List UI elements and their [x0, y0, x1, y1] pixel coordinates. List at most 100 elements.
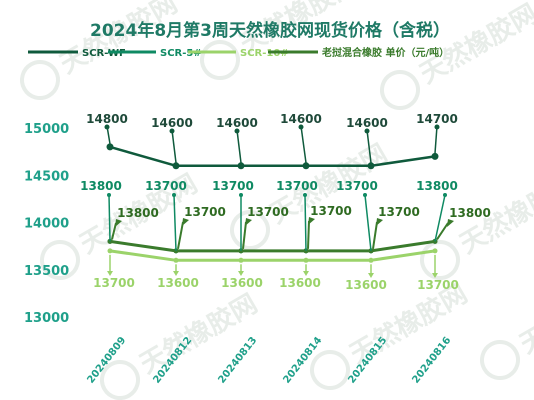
data-label: 14600	[280, 112, 322, 126]
legend: SCR-WF SCR-5# SCR-10# 老挝混合橡胶 单价（元/吨）	[28, 46, 449, 59]
arrow-head-icon	[245, 218, 252, 226]
watermark-logo-icon	[420, 240, 460, 280]
leader-line	[300, 125, 307, 163]
leader-line	[366, 129, 372, 163]
leader-dot	[298, 124, 304, 130]
data-label: 13700	[276, 179, 318, 193]
watermark-text: 天然橡胶网	[415, 0, 534, 90]
data-point	[172, 162, 180, 170]
watermark: 天然橡胶网	[200, 0, 363, 80]
series-line	[109, 145, 436, 168]
arrow-head-icon	[303, 271, 309, 276]
data-point	[237, 162, 245, 170]
data-label: 13800	[449, 206, 491, 220]
arrow-head-icon	[182, 218, 189, 226]
data-label: 14600	[346, 116, 388, 130]
y-tick-label: 14000	[24, 217, 69, 232]
data-point	[238, 257, 244, 263]
leader-line	[173, 194, 177, 251]
leader-line	[236, 129, 242, 163]
leader-dot	[172, 193, 176, 197]
arrow-head-icon	[447, 219, 454, 227]
arrow-head-icon	[173, 271, 179, 276]
y-axis: 13000 13500 14000 14500 15000	[24, 122, 69, 326]
y-tick-label: 13500	[24, 264, 69, 279]
data-label: 13600	[157, 276, 199, 290]
legend-label: SCR-5#	[160, 48, 202, 59]
leader-dot	[107, 193, 111, 197]
watermark-text: 天然橡胶网	[515, 268, 534, 360]
data-point	[173, 257, 179, 263]
watermark-logo-icon	[310, 350, 350, 390]
watermark-logo-icon	[20, 60, 60, 100]
x-tick-label: 20240816	[410, 335, 453, 386]
data-label: 13600	[345, 278, 387, 292]
data-point	[432, 248, 438, 254]
legend-label: 老挝混合橡胶 单价（元/吨）	[321, 46, 449, 59]
leader-line	[108, 194, 111, 242]
leader-dot	[234, 128, 240, 134]
leader-dot	[104, 124, 110, 130]
y-tick-label: 15000	[24, 122, 69, 137]
data-label: 13700	[417, 278, 459, 292]
leader-dot	[303, 193, 307, 197]
data-point	[303, 257, 309, 263]
watermark-logo-icon	[480, 340, 520, 380]
data-label: 13600	[279, 276, 321, 290]
data-label: 13700	[310, 204, 352, 218]
data-point	[368, 257, 374, 263]
watermark-logo-icon	[40, 240, 80, 280]
x-tick-label: 20240813	[216, 335, 259, 386]
arrow-head-icon	[115, 219, 122, 227]
leader-line	[434, 194, 446, 242]
leader-line	[304, 194, 307, 251]
leader-dot	[434, 124, 440, 130]
leader-dot	[443, 193, 447, 197]
leader-line	[364, 194, 372, 251]
arrow-head-icon	[107, 271, 113, 276]
watermark: 天然橡胶网	[480, 268, 534, 380]
data-label: 14600	[216, 116, 258, 130]
data-label-layer: 14800 14600 14600 14600 14600 14700 13800 13700…	[80, 112, 491, 292]
data-point	[302, 162, 310, 170]
series-layer	[106, 143, 439, 263]
leader-line	[434, 125, 438, 154]
watermark-logo-icon	[380, 70, 420, 110]
y-tick-label: 13000	[24, 311, 69, 326]
leader-dot	[364, 128, 370, 134]
arrow-head-icon	[432, 273, 438, 278]
data-label: 14700	[416, 112, 458, 126]
leader-dot	[169, 128, 175, 134]
data-point	[106, 143, 114, 151]
leader-line	[436, 222, 449, 240]
data-label: 13700	[336, 179, 378, 193]
data-label: 13700	[145, 179, 187, 193]
watermark-logo-icon	[200, 40, 240, 80]
legend-label: SCR-WF	[82, 48, 126, 59]
arrow-head-icon	[308, 217, 315, 225]
series-line	[109, 239, 436, 253]
watermark-text: 天然橡胶网	[135, 288, 263, 380]
data-label: 13800	[117, 206, 159, 220]
leader-line	[307, 220, 310, 249]
series-line	[109, 249, 436, 262]
y-tick-label: 14500	[24, 169, 69, 184]
data-label: 14600	[151, 116, 193, 130]
x-tick-label: 20240814	[281, 335, 324, 386]
chart-title: 2024年8月第3周天然橡胶网现货价格（含税）	[90, 20, 450, 41]
watermark-logo-icon	[100, 360, 140, 400]
data-point	[431, 152, 439, 160]
leader-line	[177, 221, 184, 250]
arrow-head-icon	[376, 218, 383, 226]
arrow-head-icon	[238, 271, 244, 276]
leader-line	[171, 129, 177, 163]
leader-line	[372, 221, 378, 249]
data-label: 14800	[86, 112, 128, 126]
data-label: 13700	[212, 179, 254, 193]
leader-line	[242, 221, 247, 249]
data-point	[367, 162, 375, 170]
data-point	[107, 248, 113, 254]
data-label: 13700	[378, 205, 420, 219]
